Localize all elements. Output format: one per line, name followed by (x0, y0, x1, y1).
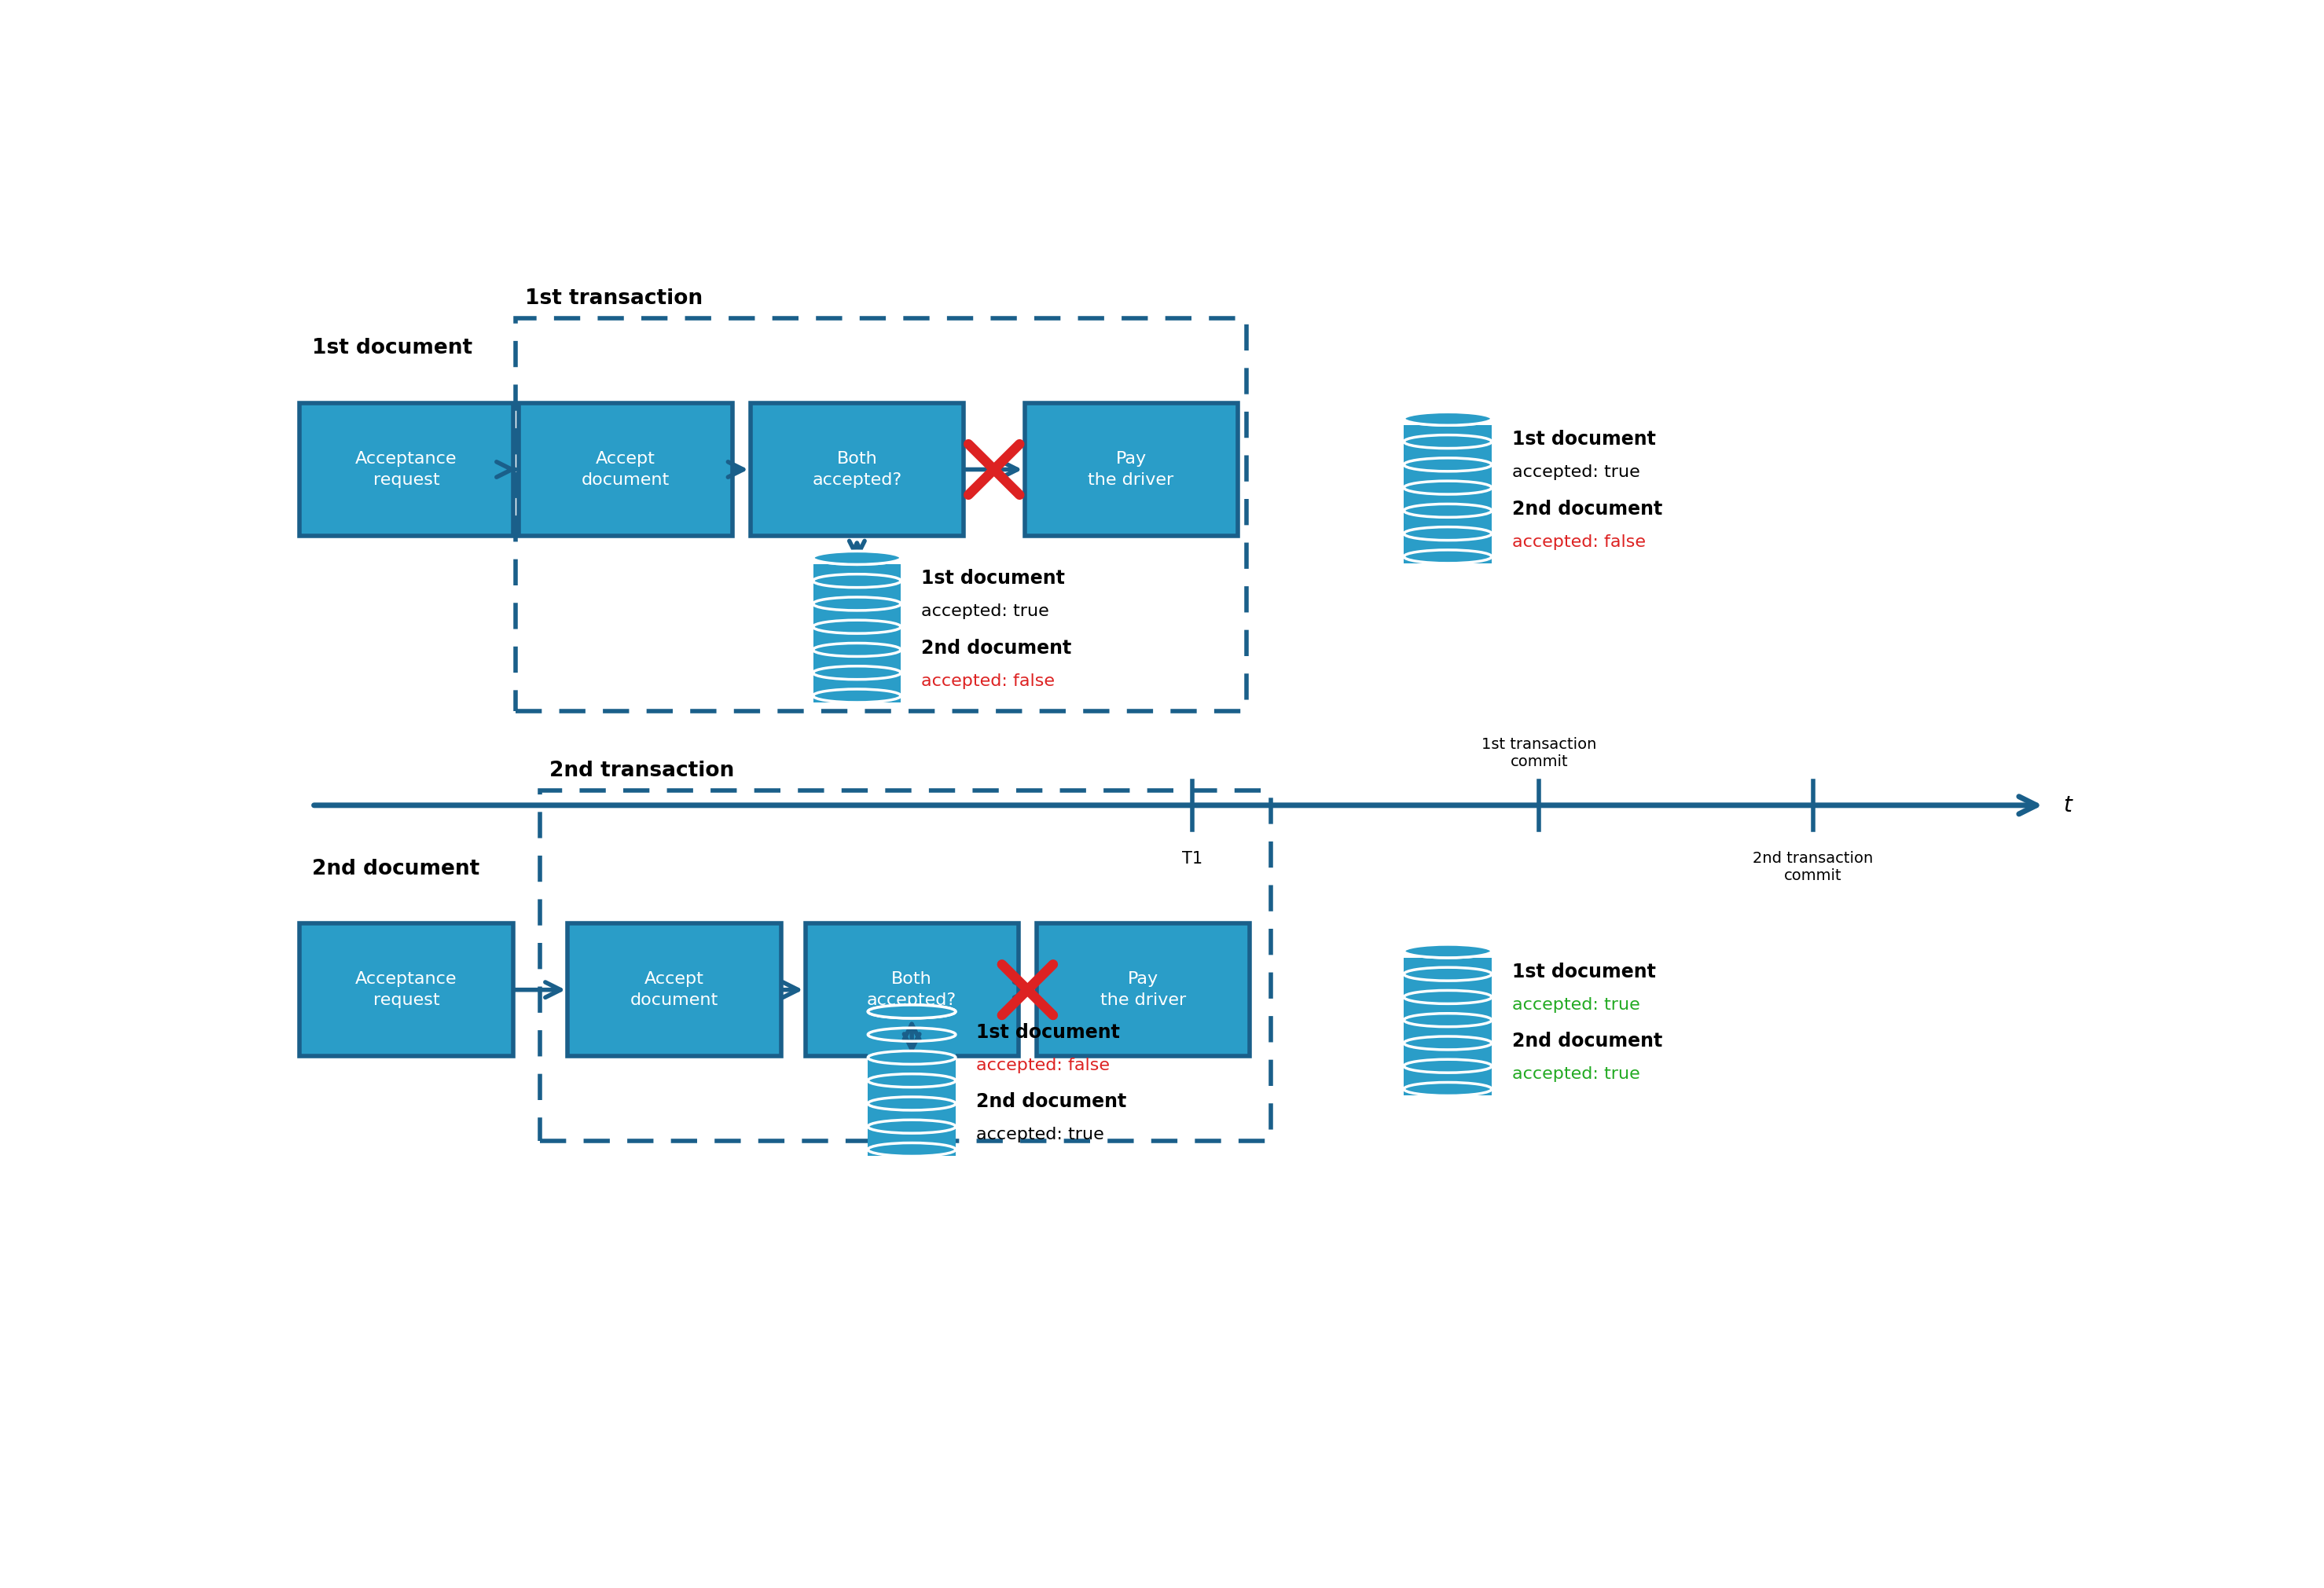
Ellipse shape (867, 1120, 955, 1134)
Ellipse shape (1404, 945, 1492, 958)
Ellipse shape (1404, 549, 1492, 564)
Ellipse shape (1404, 527, 1492, 540)
Ellipse shape (813, 597, 902, 610)
Ellipse shape (813, 689, 902, 702)
Text: accepted: true: accepted: true (920, 603, 1048, 619)
Text: accepted: true: accepted: true (976, 1127, 1104, 1143)
Text: accepted: false: accepted: false (1511, 534, 1645, 549)
Text: 2nd document: 2nd document (920, 638, 1071, 657)
Ellipse shape (1404, 503, 1492, 518)
Text: Pay
the driver: Pay the driver (1099, 972, 1185, 1008)
Ellipse shape (813, 621, 902, 634)
FancyBboxPatch shape (1037, 923, 1250, 1056)
Text: 2nd document: 2nd document (1511, 499, 1662, 518)
FancyBboxPatch shape (518, 403, 732, 537)
Text: 1st document: 1st document (976, 1023, 1120, 1042)
Ellipse shape (1404, 967, 1492, 981)
Ellipse shape (1404, 457, 1492, 472)
Text: 2nd document: 2nd document (976, 1093, 1127, 1112)
Text: Accept
document: Accept document (581, 451, 669, 488)
FancyBboxPatch shape (867, 1018, 955, 1156)
FancyBboxPatch shape (751, 403, 964, 537)
Text: Acceptance
request: Acceptance request (356, 972, 458, 1008)
Ellipse shape (867, 1051, 955, 1064)
Ellipse shape (813, 665, 902, 680)
Ellipse shape (867, 1143, 955, 1156)
Ellipse shape (813, 643, 902, 656)
FancyBboxPatch shape (300, 403, 514, 537)
FancyBboxPatch shape (1025, 403, 1239, 537)
Ellipse shape (867, 1073, 955, 1088)
Ellipse shape (1404, 481, 1492, 494)
Text: 2nd transaction: 2nd transaction (548, 761, 734, 781)
Ellipse shape (1404, 1059, 1492, 1072)
FancyBboxPatch shape (300, 923, 514, 1056)
Text: Accept
document: Accept document (630, 972, 718, 1008)
Ellipse shape (867, 1005, 955, 1018)
Text: 1st document: 1st document (1511, 430, 1655, 449)
Ellipse shape (1404, 1037, 1492, 1050)
Ellipse shape (1404, 991, 1492, 1004)
Text: Acceptance
request: Acceptance request (356, 451, 458, 488)
Text: 1st document: 1st document (311, 338, 472, 359)
Text: t: t (2064, 794, 2071, 816)
Text: 2nd document: 2nd document (311, 859, 479, 880)
Text: accepted: true: accepted: true (1511, 465, 1641, 480)
Text: 1st document: 1st document (920, 569, 1064, 588)
Ellipse shape (1404, 1013, 1492, 1027)
Text: 2nd transaction
commit: 2nd transaction commit (1752, 851, 1873, 883)
Text: 1st transaction: 1st transaction (525, 289, 702, 310)
Ellipse shape (867, 1005, 955, 1018)
Bar (539, 791, 1271, 1142)
Ellipse shape (1404, 1083, 1492, 1096)
Text: 1st transaction
commit: 1st transaction commit (1483, 737, 1597, 769)
FancyBboxPatch shape (567, 923, 781, 1056)
Text: Both
accepted?: Both accepted? (867, 972, 957, 1008)
Ellipse shape (813, 551, 902, 564)
Ellipse shape (867, 1027, 955, 1042)
Text: accepted: false: accepted: false (976, 1058, 1109, 1073)
Bar (516, 318, 1246, 711)
Ellipse shape (813, 551, 902, 564)
Ellipse shape (1404, 411, 1492, 426)
Text: Pay
the driver: Pay the driver (1088, 451, 1174, 488)
Ellipse shape (1404, 435, 1492, 448)
FancyBboxPatch shape (804, 923, 1018, 1056)
Text: accepted: true: accepted: true (1511, 1067, 1641, 1083)
Ellipse shape (813, 575, 902, 588)
FancyBboxPatch shape (1404, 958, 1492, 1096)
Text: Both
accepted?: Both accepted? (811, 451, 902, 488)
Ellipse shape (1404, 411, 1492, 426)
Ellipse shape (867, 1097, 955, 1110)
Text: 2nd document: 2nd document (1511, 1032, 1662, 1051)
Text: accepted: true: accepted: true (1511, 997, 1641, 1013)
Ellipse shape (1404, 945, 1492, 958)
FancyBboxPatch shape (1404, 426, 1492, 564)
FancyBboxPatch shape (813, 564, 902, 702)
Text: T1: T1 (1181, 851, 1202, 867)
Text: accepted: false: accepted: false (920, 673, 1055, 689)
Text: 1st document: 1st document (1511, 962, 1655, 981)
